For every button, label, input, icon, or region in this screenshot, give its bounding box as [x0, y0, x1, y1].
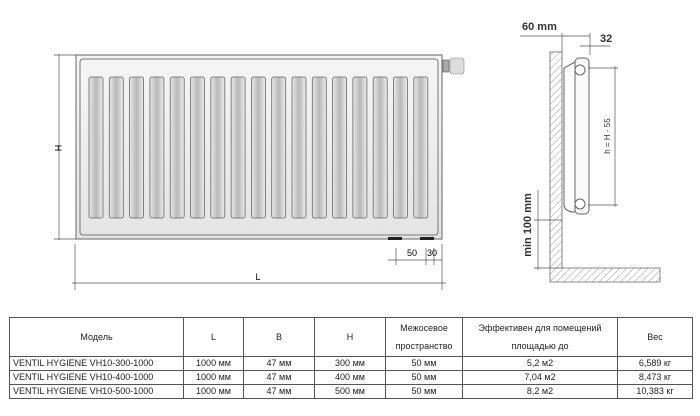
table-row: VENTIL HYGIENE VH10-400-1000 1000 мм 47 мм… — [9, 370, 693, 385]
radiator-fin — [372, 76, 388, 219]
table-row: VENTIL HYGIENE VH10-300-1000 1000 мм 47 мм… — [9, 356, 693, 371]
cell-b: 47 мм — [243, 384, 315, 399]
radiator-fin — [88, 76, 104, 219]
cell-h: 500 мм — [314, 384, 386, 399]
header-weight: Вес — [617, 317, 693, 357]
header-room-area: Эффективен для помещений площадью до — [462, 317, 618, 357]
radiator-fin — [230, 76, 246, 219]
radiator-fin — [210, 76, 226, 219]
radiator-fins — [88, 76, 429, 219]
cell-room-area: 8,2 м2 — [462, 384, 618, 399]
offset-30-label: 30 — [427, 248, 437, 258]
cell-center-distance: 50 мм — [385, 384, 463, 399]
offset-50-label: 50 — [407, 248, 417, 258]
radiator-side-view: 60 mm 32 h = H - 55 min 100 mm — [520, 21, 661, 283]
cell-model: VENTIL HYGIENE VH10-500-1000 — [9, 384, 184, 399]
cell-weight: 10,383 кг — [617, 384, 693, 399]
radiator-front-view: H L 50 30 — [53, 54, 465, 290]
radiator-fin — [311, 76, 327, 219]
spec-table: Модель L B H Межосевое пространство Эффе… — [9, 317, 693, 399]
header-center-distance: Межосевое пространство — [385, 317, 463, 357]
radiator-fin — [190, 76, 205, 219]
cell-room-area: 5,2 м2 — [462, 356, 618, 371]
cell-b: 47 мм — [243, 370, 315, 385]
wall-and-floor — [549, 51, 661, 283]
radiator-fin — [169, 76, 185, 219]
radiator-fin — [413, 76, 429, 219]
height-label: H — [53, 145, 63, 152]
radiator-fin — [129, 76, 145, 219]
header-b: B — [243, 317, 315, 357]
radiator-fin — [332, 76, 348, 219]
header-l: L — [183, 317, 244, 357]
cell-model: VENTIL HYGIENE VH10-300-1000 — [9, 356, 184, 371]
radiator-fin — [149, 76, 165, 219]
cell-room-area: 7,04 м2 — [462, 370, 618, 385]
radiator-fin — [291, 76, 307, 219]
length-label: L — [255, 272, 260, 282]
cell-b: 47 мм — [243, 356, 315, 371]
cell-weight: 6,589 кг — [617, 356, 693, 371]
table-header-row: Модель L B H Межосевое пространство Эффе… — [9, 317, 693, 357]
header-h: H — [314, 317, 386, 357]
cell-h: 300 мм — [314, 356, 386, 371]
cell-center-distance: 50 мм — [385, 356, 463, 371]
radiator-body — [574, 57, 590, 215]
radiator-fin — [352, 76, 368, 219]
floor-gap-label: min 100 mm — [522, 193, 534, 257]
header-model: Модель — [9, 317, 184, 357]
cell-l: 1000 мм — [183, 370, 244, 385]
radiator-fin — [271, 76, 287, 219]
cell-h: 400 мм — [314, 370, 386, 385]
cell-center-distance: 50 мм — [385, 370, 463, 385]
wall-gap-label: 60 mm — [522, 21, 557, 33]
radiator-fin — [108, 76, 124, 219]
cell-l: 1000 мм — [183, 356, 244, 371]
depth-label: 32 — [600, 33, 612, 45]
valve-icon — [442, 57, 465, 75]
table-row: VENTIL HYGIENE VH10-500-1000 1000 мм 47 мм… — [9, 384, 693, 399]
cell-model: VENTIL HYGIENE VH10-400-1000 — [9, 370, 184, 385]
center-height-label: h = H - 55 — [603, 118, 612, 154]
radiator-fin — [250, 76, 266, 219]
cell-l: 1000 мм — [183, 384, 244, 399]
radiator-fin — [393, 76, 408, 219]
cell-weight: 8,473 кг — [617, 370, 693, 385]
